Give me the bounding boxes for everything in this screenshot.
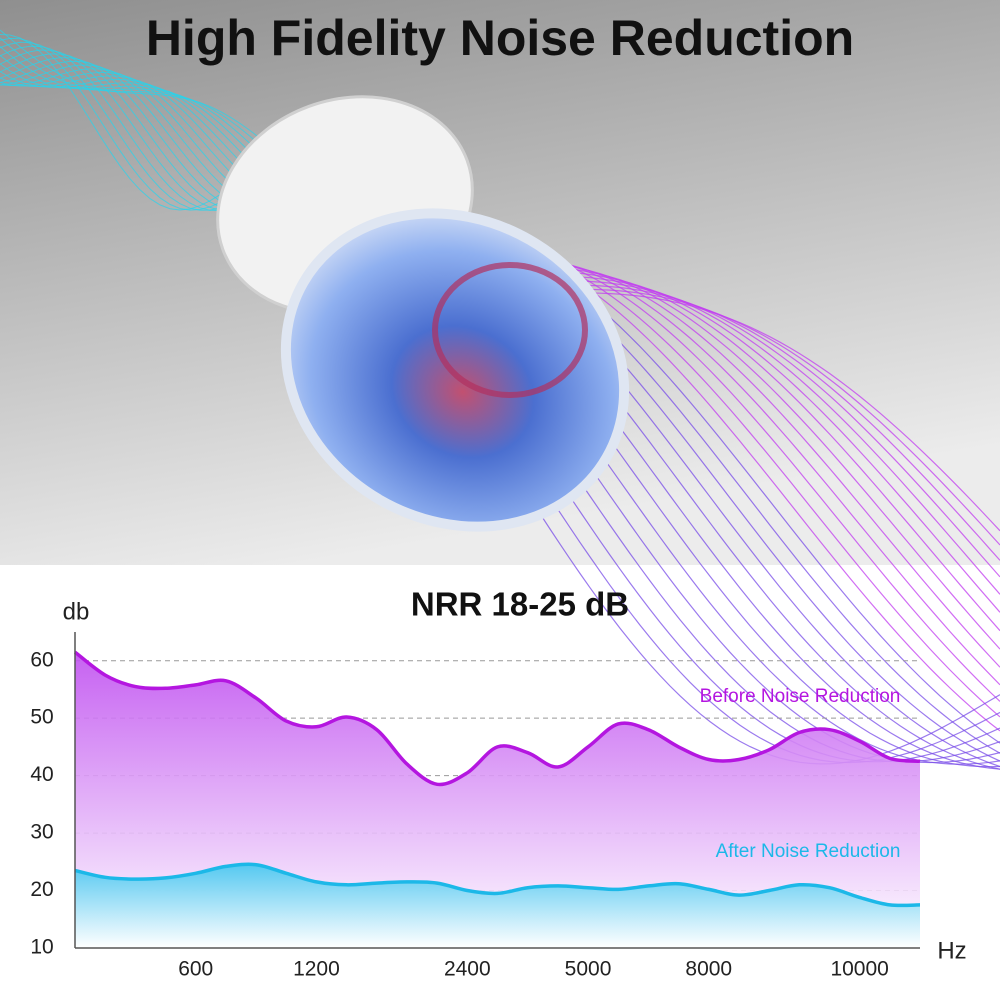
x-tick-label: 5000 [565,958,612,981]
cyan-wave [0,37,301,181]
series-label: After Noise Reduction [716,841,901,862]
y-tick-label: 10 [30,936,53,959]
purple-wave [479,390,1000,764]
area-fill [75,864,920,948]
x-tick-label: 600 [178,958,213,981]
x-tick-label: 2400 [444,958,491,981]
y-tick-label: 60 [30,648,53,671]
series-label: Before Noise Reduction [700,686,901,707]
x-tick-label: 1200 [293,958,340,981]
page-title: High Fidelity Noise Reduction [146,10,854,66]
y-tick-label: 30 [30,821,53,844]
series-line [74,862,921,908]
purple-wave [479,420,1000,765]
x-tick-label: 10000 [830,958,888,981]
earplug-ring [432,262,588,398]
x-tick-label: 8000 [685,958,732,981]
y-axis-label: db [63,598,90,625]
earplug [280,208,630,532]
y-tick-label: 40 [30,763,53,786]
y-tick-label: 20 [30,878,53,901]
x-axis-label: Hz [937,937,966,964]
series-line [73,650,921,787]
y-tick-label: 50 [30,706,53,729]
chart-title: NRR 18-25 dB [411,586,629,623]
plot: 10 20 30 40 50 60 Before Noise Reduction After … [30,632,921,981]
